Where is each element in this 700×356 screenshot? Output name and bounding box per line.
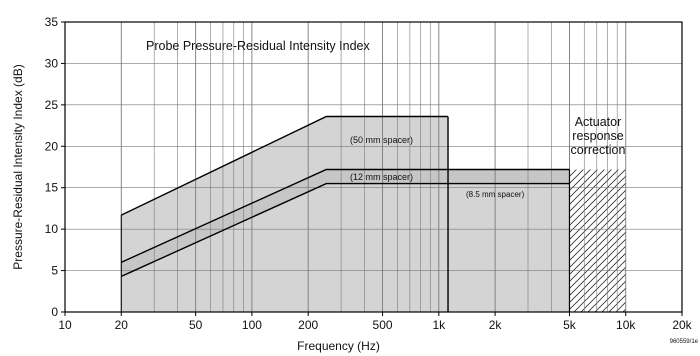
x-tick-label: 100 xyxy=(242,318,262,332)
hatch-line xyxy=(569,224,626,283)
series-line-8-5mm xyxy=(121,182,570,278)
axis-ticks: 10 20 50 100 200 500 1k 2k 5k 10k 20k 0 5 10 15 20 25 30 3… xyxy=(45,15,693,332)
y-tick-label: 10 xyxy=(45,222,59,236)
hatch-line xyxy=(569,203,626,262)
x-tick-label: 200 xyxy=(298,318,318,332)
hatch-line xyxy=(569,252,626,311)
y-tick-label: 25 xyxy=(45,98,59,112)
series-lines xyxy=(120,115,571,312)
series-line-50mm xyxy=(120,115,448,216)
x-tick-label: 1k xyxy=(432,318,446,332)
shaded-region-12mm xyxy=(121,169,570,277)
hatch-line xyxy=(587,273,626,312)
fill-layer xyxy=(121,116,570,312)
hatch-line xyxy=(594,280,626,312)
hatch-line xyxy=(615,301,626,312)
y-tick-label: 20 xyxy=(45,139,59,153)
figure-code: 960559/1e xyxy=(670,339,699,345)
hatch-line xyxy=(569,245,626,304)
hatch-line xyxy=(569,169,612,213)
hatch-line xyxy=(569,196,626,255)
x-tick-label: 10k xyxy=(616,318,636,332)
y-tick-label: 30 xyxy=(45,56,59,70)
shaded-region-upper xyxy=(121,116,570,312)
hatch-line xyxy=(569,175,626,234)
hatch-line xyxy=(569,217,626,276)
hatch-line xyxy=(569,210,626,269)
plot-frame xyxy=(64,21,683,313)
annotation-8-5mm: (8.5 mm spacer) xyxy=(466,190,525,199)
hatch-line xyxy=(580,266,626,312)
hatch-line xyxy=(569,169,619,220)
chart-title: Probe Pressure-Residual Intensity Index xyxy=(146,39,370,53)
annotation-50mm: (50 mm spacer) xyxy=(350,135,413,145)
x-tick-label: 10 xyxy=(58,318,72,332)
x-axis-label: Frequency (Hz) xyxy=(297,339,380,353)
y-tick-label: 35 xyxy=(45,15,59,29)
y-tick-label: 15 xyxy=(45,181,59,195)
hatch-line xyxy=(622,308,626,312)
hatch-line xyxy=(569,169,598,199)
hatch-line xyxy=(630,169,700,312)
x-tick-label: 5k xyxy=(563,318,577,332)
actuator-hatch xyxy=(569,169,700,312)
hatch-line xyxy=(569,182,626,241)
y-tick-label: 0 xyxy=(51,305,58,319)
x-tick-label: 20 xyxy=(115,318,129,332)
x-tick-label: 20k xyxy=(672,318,692,332)
hatch-line xyxy=(569,238,626,297)
x-tick-label: 2k xyxy=(489,318,503,332)
hatch-line xyxy=(573,259,626,312)
hatch-line xyxy=(569,169,626,227)
hatch-line xyxy=(569,189,626,248)
grid xyxy=(65,22,682,312)
x-tick-label: 500 xyxy=(373,318,393,332)
actuator-label: Actuator response correction xyxy=(571,115,626,157)
series-line-12mm xyxy=(121,168,570,263)
hatch-line xyxy=(569,169,605,206)
annotation-12mm: (12 mm spacer) xyxy=(350,172,413,182)
y-tick-label: 5 xyxy=(51,264,58,278)
y-axis-label: Pressure-Residual Intensity Index (dB) xyxy=(11,64,25,269)
x-tick-label: 50 xyxy=(189,318,203,332)
